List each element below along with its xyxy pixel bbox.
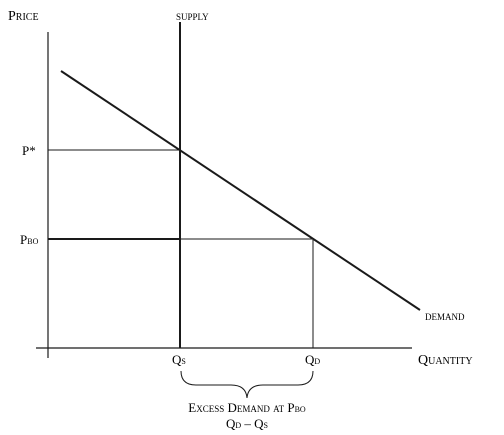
excess-demand-formula: QD – QS [226, 416, 268, 431]
p-star-label: P* [22, 143, 36, 158]
excess-demand-brace [180, 370, 314, 399]
y-axis-label: Price [8, 9, 39, 24]
demand-label: demand [425, 308, 465, 323]
p-bo-label: PBO [20, 232, 39, 247]
qd-label: QD [305, 352, 320, 367]
qs-label: QS [172, 352, 186, 367]
supply-label: supply [176, 8, 209, 23]
x-axis-label: Quantity [418, 353, 473, 368]
demand-curve [60, 70, 421, 311]
excess-demand-caption: Excess Demand at PBO [188, 400, 306, 415]
